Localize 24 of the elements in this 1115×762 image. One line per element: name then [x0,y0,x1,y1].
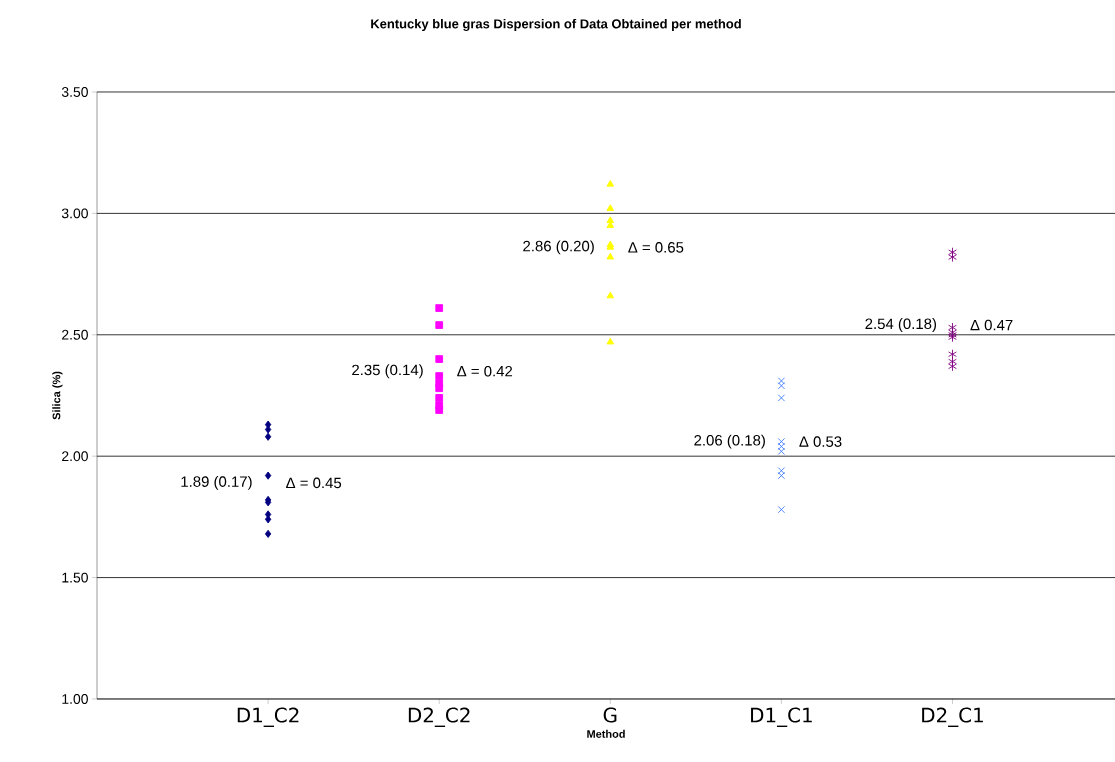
x-tick-label: D1_C1 [751,707,812,727]
annotation: 2.86 (0.20) [523,240,594,255]
annotation: Δ = 0.65 [628,242,684,253]
annotation: Δ 0.47 [970,319,1013,331]
y-tick-label: 2.50 [62,329,88,340]
x-axis-title: Method [587,729,625,738]
annotation: 2.06 (0.18) [694,434,765,449]
x-tick-label: D1_C2 [237,707,299,727]
y-tick-label: 1.50 [62,572,88,583]
annotation: 1.89 (0.17) [181,475,252,490]
annotation: Δ 0.53 [799,436,842,447]
x-tick-label: G [603,707,617,723]
x-tick-label: D2_C2 [408,707,470,727]
y-axis-title: Silica (%) [52,371,63,420]
x-tick-label: D2_C1 [922,707,983,727]
y-tick-label: 3.00 [61,208,88,219]
annotation: 2.54 (0.18) [865,318,937,333]
y-tick-label: 2.00 [62,451,88,462]
chart-title: Kentucky blue gras Dispersion of Data Obtained per method [371,18,741,32]
annotation: 2.35 (0.14) [352,364,423,379]
y-tick-label: 1.00 [62,694,88,704]
annotation: Δ = 0.42 [457,365,513,377]
annotation: Δ = 0.45 [286,477,342,489]
y-tick-label: 3.50 [61,87,88,97]
